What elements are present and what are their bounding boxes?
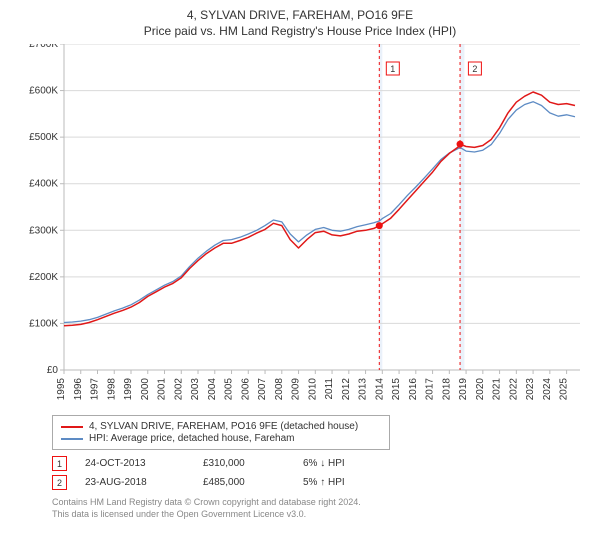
event-price: £310,000 (203, 458, 285, 469)
svg-text:£200K: £200K (29, 272, 58, 283)
svg-text:2019: 2019 (458, 378, 469, 401)
svg-text:1998: 1998 (106, 378, 117, 401)
svg-text:1997: 1997 (90, 378, 101, 401)
chart-svg: 1995 1996 1997 1998 1999 2000 2001 2002 2003 2004… (20, 44, 580, 409)
svg-text:£0: £0 (47, 365, 59, 376)
footer-line-2: This data is licensed under the Open Gov… (52, 508, 586, 520)
svg-text:2017: 2017 (425, 378, 436, 401)
svg-text:2000: 2000 (140, 378, 151, 401)
svg-text:2013: 2013 (358, 378, 369, 401)
svg-text:2010: 2010 (307, 378, 318, 401)
footer-line-1: Contains HM Land Registry data © Crown c… (52, 496, 586, 508)
attribution-footer: Contains HM Land Registry data © Crown c… (52, 496, 586, 520)
legend-label-2: HPI: Average price, detached house, Fare… (89, 433, 295, 444)
svg-text:2016: 2016 (408, 378, 419, 401)
svg-text:£400K: £400K (29, 179, 58, 190)
svg-text:2018: 2018 (441, 378, 452, 401)
svg-text:1: 1 (390, 64, 395, 74)
event-marker: 1 (52, 456, 67, 471)
svg-text:2015: 2015 (391, 378, 402, 401)
svg-text:2009: 2009 (291, 378, 302, 401)
svg-text:£600K: £600K (29, 86, 58, 97)
svg-text:£300K: £300K (29, 225, 58, 236)
legend-row-1: 4, SYLVAN DRIVE, FAREHAM, PO16 9FE (deta… (61, 421, 381, 432)
event-date: 24-OCT-2013 (85, 458, 185, 469)
svg-text:2021: 2021 (492, 378, 503, 401)
svg-text:2014: 2014 (374, 378, 385, 401)
svg-text:2011: 2011 (324, 378, 335, 400)
legend: 4, SYLVAN DRIVE, FAREHAM, PO16 9FE (deta… (52, 415, 390, 450)
svg-text:2004: 2004 (207, 378, 218, 401)
svg-text:2020: 2020 (475, 378, 486, 401)
chart-title: 4, SYLVAN DRIVE, FAREHAM, PO16 9FE (14, 8, 586, 22)
svg-text:2003: 2003 (190, 378, 201, 401)
svg-text:2008: 2008 (274, 378, 285, 401)
legend-row-2: HPI: Average price, detached house, Fare… (61, 433, 381, 444)
svg-text:£100K: £100K (29, 318, 58, 329)
event-delta: 6% ↓ HPI (303, 458, 345, 469)
svg-text:2005: 2005 (224, 378, 235, 401)
svg-text:£500K: £500K (29, 132, 58, 143)
event-row: 2 23-AUG-2018 £485,000 5% ↑ HPI (52, 475, 586, 490)
svg-text:1999: 1999 (123, 378, 134, 401)
event-price: £485,000 (203, 477, 285, 488)
svg-text:1996: 1996 (73, 378, 84, 401)
chart-subtitle: Price paid vs. HM Land Registry's House … (14, 24, 586, 38)
svg-text:2023: 2023 (525, 378, 536, 401)
svg-text:2002: 2002 (173, 378, 184, 401)
event-row: 1 24-OCT-2013 £310,000 6% ↓ HPI (52, 456, 586, 471)
svg-text:2001: 2001 (157, 378, 168, 401)
event-delta: 5% ↑ HPI (303, 477, 345, 488)
svg-text:2: 2 (472, 64, 477, 74)
event-date: 23-AUG-2018 (85, 477, 185, 488)
svg-text:2025: 2025 (559, 378, 570, 401)
svg-text:2006: 2006 (240, 378, 251, 401)
legend-label-1: 4, SYLVAN DRIVE, FAREHAM, PO16 9FE (deta… (89, 421, 358, 432)
legend-swatch-2 (61, 438, 83, 440)
svg-text:1995: 1995 (56, 378, 67, 401)
svg-text:2012: 2012 (341, 378, 352, 401)
event-marker: 2 (52, 475, 67, 490)
svg-text:2022: 2022 (508, 378, 519, 401)
events-table: 1 24-OCT-2013 £310,000 6% ↓ HPI 2 23-AUG-2018… (52, 456, 586, 490)
svg-text:£700K: £700K (29, 44, 58, 50)
legend-swatch-1 (61, 426, 83, 428)
chart: 1995 1996 1997 1998 1999 2000 2001 2002 2003 2004… (20, 44, 580, 409)
svg-text:2007: 2007 (257, 378, 268, 401)
svg-text:2024: 2024 (542, 378, 553, 401)
